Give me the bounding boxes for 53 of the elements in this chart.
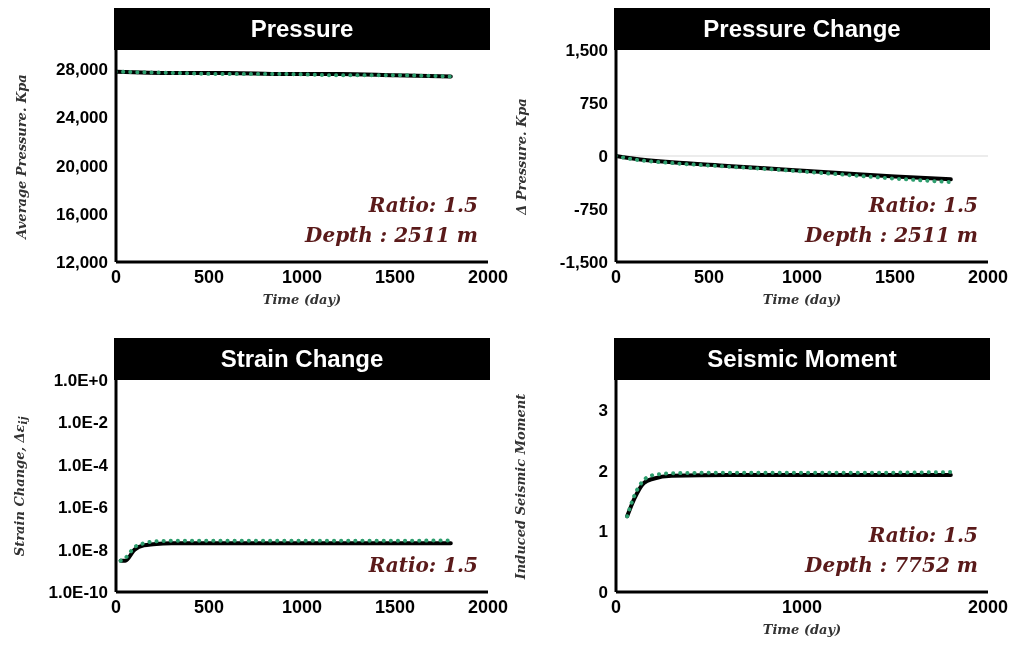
y-tick-label: 16,000 <box>56 204 108 224</box>
y-tick-label: 1.0E-4 <box>57 455 109 475</box>
y-tick-label: 1.0E+0 <box>53 371 108 391</box>
x-tick-label: 1000 <box>281 596 323 617</box>
annotation: Ratio: 1.5 <box>367 552 478 579</box>
annotation: Depth : 2511 m <box>303 222 478 249</box>
y-tick-label: 0 <box>598 583 608 603</box>
y-tick-label: 0 <box>598 147 608 167</box>
chart-title: Strain Change <box>114 338 490 380</box>
chart-title: Pressure <box>114 8 490 50</box>
chart-title: Pressure Change <box>614 8 990 50</box>
chart-title: Seismic Moment <box>614 338 990 380</box>
x-tick-label: 500 <box>193 596 225 617</box>
annotation: Ratio: 1.5 <box>867 522 978 549</box>
y-tick-label: -750 <box>573 200 608 220</box>
y-tick-label: -1,500 <box>559 253 608 273</box>
annotation: Ratio: 1.5 <box>367 192 478 219</box>
y-tick-label: 12,000 <box>56 253 108 273</box>
y-tick-label: 1.0E-6 <box>57 498 108 518</box>
x-tick-label: 2000 <box>967 266 1009 287</box>
x-tick-label: 2000 <box>467 596 509 617</box>
y-tick-label: 1,500 <box>565 41 608 61</box>
x-tick-label: 0 <box>110 266 122 287</box>
y-tick-label: 20,000 <box>56 156 108 176</box>
y-tick-label: 24,000 <box>56 108 108 128</box>
x-tick-label: 2000 <box>967 596 1009 617</box>
x-tick-label: 1500 <box>374 596 416 617</box>
y-axis-title: Average Pressure. Kpa <box>13 73 29 239</box>
annotation: Depth : 7752 m <box>803 552 978 579</box>
x-tick-label: 2000 <box>467 266 509 287</box>
y-tick-label: 1.0E-8 <box>57 540 108 560</box>
annotation: Ratio: 1.5 <box>867 192 978 219</box>
y-tick-label: 1.0E-10 <box>48 583 108 603</box>
x-tick-label: 1000 <box>781 596 823 617</box>
y-tick-label: 28,000 <box>56 60 108 80</box>
x-tick-label: 1500 <box>374 266 416 287</box>
y-tick-label: 3 <box>598 401 608 421</box>
y-axis-title: Δ Pressure. Kpa <box>513 97 529 215</box>
y-tick-label: 1.0E-2 <box>57 413 108 433</box>
x-tick-label: 500 <box>193 266 225 287</box>
y-tick-label: 750 <box>579 94 608 114</box>
y-axis-title: Induced Seismic Moment <box>513 393 529 579</box>
x-axis-title: Time (day) <box>761 292 843 307</box>
x-tick-label: 500 <box>693 266 725 287</box>
x-tick-label: 1500 <box>874 266 916 287</box>
annotation: Depth : 2511 m <box>803 222 978 249</box>
x-axis-title: Time (day) <box>761 622 843 637</box>
y-tick-label: 2 <box>598 461 608 481</box>
x-tick-label: 1000 <box>781 266 823 287</box>
x-tick-label: 1000 <box>281 266 323 287</box>
x-tick-label: 0 <box>110 596 122 617</box>
x-axis-title: Time (day) <box>261 292 343 307</box>
y-tick-label: 1 <box>598 522 608 542</box>
